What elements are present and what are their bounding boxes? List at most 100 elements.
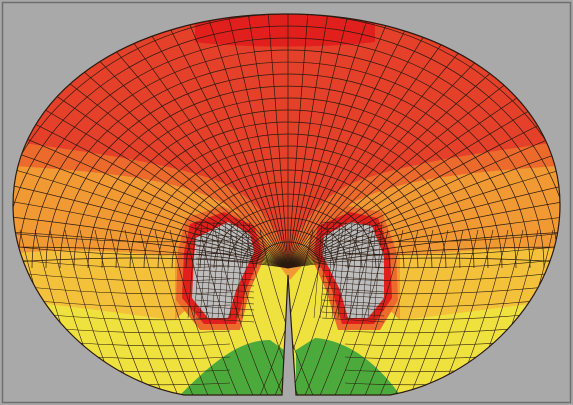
mesh-line	[302, 229, 359, 395]
mesh-line	[13, 270, 231, 282]
mesh-line	[217, 14, 289, 269]
mesh-line	[287, 228, 560, 269]
mesh-line	[184, 229, 241, 395]
mesh-line	[355, 221, 365, 319]
mesh-line	[157, 157, 419, 269]
mesh-line	[195, 257, 255, 263]
mesh-line	[241, 221, 251, 319]
mesh-line	[377, 229, 434, 395]
mesh-line	[321, 293, 385, 299]
mesh-line	[255, 241, 321, 269]
mesh-line	[171, 14, 289, 269]
mesh-line	[264, 14, 289, 269]
mesh-line	[367, 221, 377, 319]
mesh-line	[287, 85, 560, 269]
mesh-line	[13, 257, 231, 269]
mesh-line	[115, 121, 461, 269]
mesh-line	[287, 69, 559, 269]
mesh-line	[195, 269, 255, 275]
mesh-line	[195, 317, 255, 323]
mesh-line	[240, 14, 289, 269]
mesh-line	[217, 221, 227, 319]
mesh-line	[332, 229, 389, 395]
mesh-line	[229, 221, 239, 319]
mesh-line	[195, 311, 255, 317]
zone-top-red	[13, 14, 560, 255]
mesh-line	[321, 233, 385, 239]
mesh-line	[128, 14, 289, 269]
mesh-line	[59, 73, 517, 269]
mesh-line	[31, 49, 545, 269]
mesh-line	[287, 14, 382, 269]
mesh-line	[199, 229, 256, 395]
mesh-line	[287, 257, 560, 269]
mesh-line	[124, 229, 181, 395]
mesh-line	[321, 257, 385, 263]
mesh-line	[287, 14, 469, 269]
mesh-line	[13, 171, 289, 269]
mesh-line	[321, 305, 385, 311]
mesh-line	[362, 229, 419, 395]
mesh-line	[13, 117, 289, 269]
mesh-line	[321, 269, 385, 275]
mesh-line	[321, 281, 385, 287]
mesh-line	[331, 221, 341, 319]
mesh-line	[422, 229, 479, 395]
mesh-line	[109, 229, 166, 395]
mesh-line	[101, 109, 475, 269]
mesh-line	[73, 85, 503, 269]
mesh-line	[195, 239, 255, 245]
zone-top-cap	[195, 14, 375, 47]
mesh-line	[17, 69, 289, 269]
mesh-line	[321, 239, 385, 245]
mesh-line	[321, 275, 385, 281]
mesh-line	[317, 229, 374, 395]
mesh-line	[337, 221, 347, 319]
mesh-line	[195, 299, 255, 305]
mesh-line	[259, 229, 316, 395]
mesh-line	[87, 97, 489, 269]
mesh-line	[287, 14, 448, 269]
mesh-line	[143, 145, 433, 269]
mesh-line	[13, 190, 289, 269]
mesh-line	[321, 317, 385, 323]
mesh-line	[13, 244, 231, 256]
mesh-line	[241, 229, 335, 269]
mesh-line	[287, 229, 344, 395]
mesh-line	[227, 217, 349, 269]
mesh-line	[287, 14, 312, 269]
mesh-line	[195, 293, 255, 299]
mesh-line	[347, 229, 404, 395]
mesh-line	[287, 14, 427, 269]
mesh-line	[287, 171, 560, 269]
mesh-line	[195, 287, 255, 293]
mesh-line	[205, 221, 215, 319]
mesh-line	[195, 233, 255, 239]
mesh-line	[13, 257, 289, 269]
mesh-line	[187, 221, 197, 319]
mesh-line	[195, 281, 255, 287]
mesh-line	[287, 14, 359, 269]
mesh-line	[344, 231, 560, 243]
mesh-line	[45, 61, 531, 269]
mesh-line	[321, 311, 385, 317]
mesh-line	[13, 152, 289, 269]
mesh-line	[194, 14, 289, 269]
mesh-line	[325, 221, 335, 319]
mesh-line	[94, 229, 151, 395]
mesh-line	[321, 263, 385, 269]
mesh-line	[321, 227, 385, 233]
mesh-line	[287, 14, 336, 269]
mesh-line	[392, 229, 449, 395]
mesh-line	[169, 229, 226, 395]
mesh-line	[361, 221, 371, 319]
mesh-line	[13, 246, 289, 269]
mesh-line	[321, 287, 385, 293]
mesh-line	[287, 101, 560, 269]
mesh-line	[195, 251, 255, 257]
mesh-line	[185, 181, 391, 269]
mesh-line	[287, 14, 405, 269]
mesh-line	[235, 221, 245, 319]
